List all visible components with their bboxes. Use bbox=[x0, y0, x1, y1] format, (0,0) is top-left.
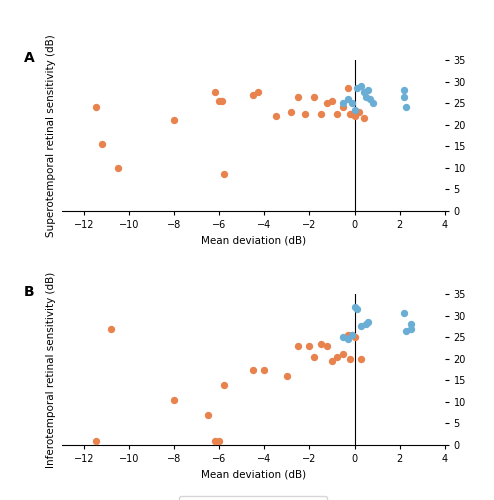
Point bbox=[346, 354, 354, 362]
Point bbox=[107, 324, 115, 332]
Point bbox=[249, 90, 257, 98]
Point bbox=[328, 97, 336, 105]
Point bbox=[301, 110, 309, 118]
Point bbox=[91, 104, 99, 112]
Point bbox=[170, 396, 178, 404]
Point bbox=[357, 82, 365, 90]
Point bbox=[339, 99, 347, 107]
Point bbox=[400, 92, 408, 100]
Point bbox=[294, 92, 302, 100]
Point bbox=[339, 333, 347, 341]
Point bbox=[317, 110, 325, 118]
Point bbox=[351, 303, 359, 311]
Point bbox=[283, 372, 291, 380]
Point bbox=[400, 310, 408, 318]
Point bbox=[254, 88, 262, 96]
Point bbox=[369, 99, 376, 107]
Point bbox=[328, 357, 336, 365]
Point bbox=[353, 84, 361, 92]
Point bbox=[324, 342, 331, 350]
Point bbox=[353, 305, 361, 313]
Point bbox=[324, 99, 331, 107]
Point bbox=[348, 331, 356, 339]
Point bbox=[402, 326, 410, 334]
Point bbox=[332, 110, 340, 118]
Point bbox=[355, 108, 363, 116]
Point bbox=[317, 340, 325, 347]
Point bbox=[215, 436, 223, 444]
Point bbox=[170, 116, 178, 124]
Point bbox=[344, 95, 352, 103]
Point bbox=[407, 320, 415, 328]
Point bbox=[339, 104, 347, 112]
Point bbox=[364, 318, 372, 326]
Point bbox=[272, 112, 280, 120]
Point bbox=[211, 88, 219, 96]
Point bbox=[310, 352, 318, 360]
Point bbox=[351, 106, 359, 114]
Text: A: A bbox=[23, 51, 34, 65]
Point bbox=[249, 366, 257, 374]
Point bbox=[351, 112, 359, 120]
Point bbox=[364, 86, 372, 94]
Point bbox=[339, 350, 347, 358]
Point bbox=[348, 331, 356, 339]
Point bbox=[367, 95, 374, 103]
X-axis label: Mean deviation (dB): Mean deviation (dB) bbox=[201, 470, 306, 480]
Point bbox=[288, 108, 295, 116]
Point bbox=[332, 352, 340, 360]
Point bbox=[344, 331, 352, 339]
Point bbox=[400, 86, 408, 94]
Point bbox=[91, 436, 99, 444]
Point bbox=[357, 354, 365, 362]
Point bbox=[215, 97, 223, 105]
Point bbox=[362, 320, 370, 328]
Point bbox=[310, 92, 318, 100]
Point bbox=[357, 322, 365, 330]
Point bbox=[407, 324, 415, 332]
Point bbox=[114, 164, 122, 172]
Point bbox=[305, 342, 313, 350]
Point bbox=[402, 104, 410, 112]
Text: B: B bbox=[23, 285, 34, 299]
Point bbox=[362, 92, 370, 100]
Point bbox=[344, 84, 352, 92]
X-axis label: Mean deviation (dB): Mean deviation (dB) bbox=[201, 236, 306, 246]
Point bbox=[260, 366, 268, 374]
Point bbox=[294, 342, 302, 350]
Point bbox=[346, 110, 354, 118]
Y-axis label: Inferotemporal retinal sensitivity (dB): Inferotemporal retinal sensitivity (dB) bbox=[46, 272, 56, 468]
Legend: Normal, Glaucoma: Normal, Glaucoma bbox=[179, 496, 327, 500]
Point bbox=[360, 114, 368, 122]
Point bbox=[218, 97, 226, 105]
Point bbox=[348, 99, 356, 107]
Point bbox=[351, 333, 359, 341]
Point bbox=[348, 110, 356, 118]
Y-axis label: Superotemporal retinal sensitivity (dB): Superotemporal retinal sensitivity (dB) bbox=[46, 34, 56, 237]
Point bbox=[211, 436, 219, 444]
Point bbox=[98, 140, 106, 148]
Point bbox=[220, 170, 228, 178]
Point bbox=[360, 88, 368, 96]
Point bbox=[220, 380, 228, 388]
Point bbox=[344, 336, 352, 344]
Point bbox=[204, 411, 212, 419]
